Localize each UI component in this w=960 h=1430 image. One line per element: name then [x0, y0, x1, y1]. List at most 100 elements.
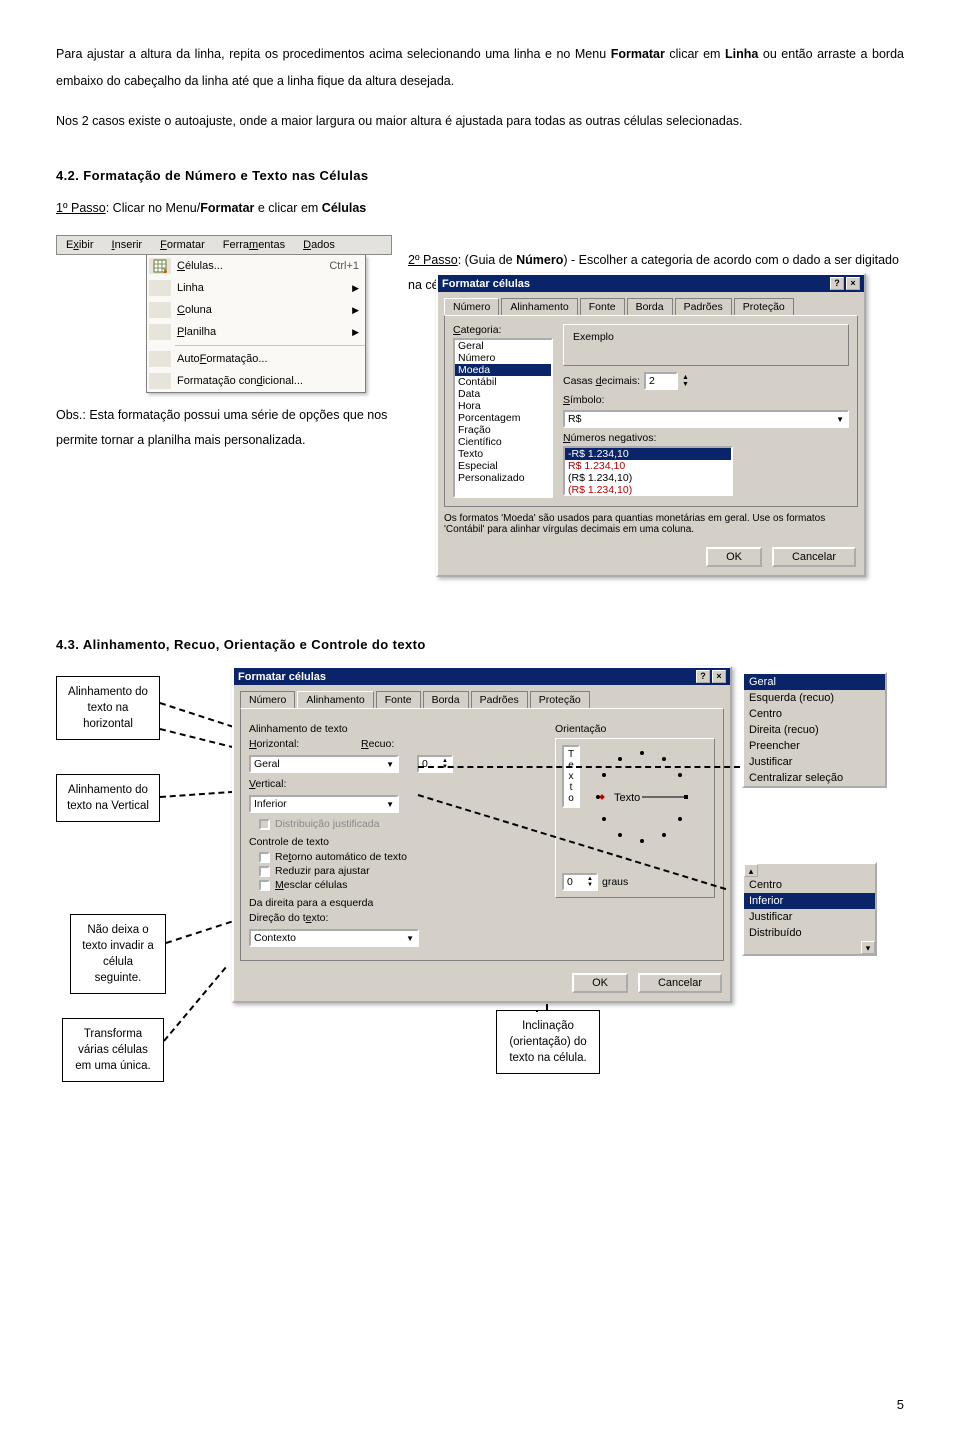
dd-celulas[interactable]: Células... Ctrl+1 [147, 255, 365, 277]
checkbox-distrib [259, 819, 270, 830]
orientation-dial[interactable]: Texto [592, 747, 692, 847]
list-item[interactable]: Científico [455, 436, 551, 448]
blank-icon [149, 280, 171, 296]
tab-fonte[interactable]: Fonte [580, 298, 625, 315]
menu-dados[interactable]: Dados [294, 236, 344, 254]
list-item[interactable]: Hora [455, 400, 551, 412]
dd-shortcut: Ctrl+1 [329, 260, 359, 272]
vertical-select[interactable]: Inferior▼ [249, 795, 399, 813]
list-item[interactable]: Centralizar seleção [744, 770, 885, 786]
tab-numero[interactable]: Número [240, 691, 295, 708]
list-item[interactable]: (R$ 1.234,10) [565, 472, 731, 484]
tab-numero[interactable]: Número [444, 298, 499, 315]
dialog-help-text: Os formatos 'Moeda' são usados para quan… [444, 513, 858, 535]
help-button[interactable]: ? [696, 670, 710, 683]
list-item[interactable]: Texto [455, 448, 551, 460]
close-button[interactable]: × [846, 277, 860, 290]
menu-ferramentas[interactable]: Ferramentas [214, 236, 294, 254]
cancel-button[interactable]: Cancelar [638, 973, 722, 993]
tab-alinhamento[interactable]: Alinhamento [501, 298, 577, 315]
tab-borda[interactable]: Borda [627, 298, 673, 315]
horizontal-options-list[interactable]: Geral Esquerda (recuo) Centro Direita (r… [742, 672, 887, 788]
blank-icon [149, 351, 171, 367]
menu-inserir[interactable]: Inserir [103, 236, 152, 254]
horizontal-select[interactable]: Geral▼ [249, 755, 399, 773]
list-item[interactable]: Esquerda (recuo) [744, 690, 885, 706]
dialog-title: Formatar células [442, 278, 530, 290]
checkbox-merge[interactable] [259, 880, 270, 891]
ok-button[interactable]: OK [706, 547, 762, 567]
ok-button[interactable]: OK [572, 973, 628, 993]
cancel-button[interactable]: Cancelar [772, 547, 856, 567]
recuo-input[interactable]: 0▲▼ [417, 755, 453, 773]
list-item[interactable]: (R$ 1.234,10) [565, 484, 731, 496]
list-item[interactable]: Centro [744, 877, 875, 893]
close-button[interactable]: × [712, 670, 726, 683]
callout-vertical: Alinhamento do texto na Vertical [56, 774, 160, 822]
dd-linha[interactable]: Linha ▶ [147, 277, 365, 299]
spinner-icon[interactable]: ▲▼ [682, 374, 689, 388]
simbolo-select[interactable]: R$▼ [563, 410, 849, 428]
chevron-down-icon: ▼ [386, 800, 394, 809]
tab-protecao[interactable]: Proteção [530, 691, 590, 708]
intro-p1a: Para ajustar a altura da linha, repita o… [56, 47, 611, 61]
checkbox-shrink[interactable] [259, 866, 270, 877]
tab-padroes[interactable]: Padrões [471, 691, 528, 708]
menu-formatar[interactable]: Formatar [151, 236, 214, 254]
casas-input[interactable]: 2 [644, 372, 678, 390]
negatives-list[interactable]: -R$ 1.234,10 R$ 1.234,10 (R$ 1.234,10) (… [563, 446, 733, 496]
dd-autoformat[interactable]: AutoFormatação... [147, 348, 365, 370]
list-item[interactable]: Personalizado [455, 472, 551, 484]
blank-icon [149, 373, 171, 389]
degrees-input[interactable]: 0▲▼ [562, 873, 598, 891]
scroll-down-icon[interactable]: ▾ [861, 941, 875, 954]
intro-p2b: Linha [725, 47, 758, 61]
orientation-control[interactable]: Texto Texto [555, 738, 715, 898]
dd-cond[interactable]: Formatação condicional... [147, 370, 365, 392]
list-item[interactable]: Direita (recuo) [744, 722, 885, 738]
list-item[interactable]: Justificar [744, 754, 885, 770]
orientation-label: Orientação [555, 723, 715, 735]
list-item[interactable]: Geral [744, 674, 885, 690]
vertical-text-icon[interactable]: Texto [562, 745, 580, 808]
list-item[interactable]: Fração [455, 424, 551, 436]
tab-padroes[interactable]: Padrões [675, 298, 732, 315]
step1-d: e clicar em [254, 201, 321, 215]
list-item[interactable]: Especial [455, 460, 551, 472]
vertical-options-list[interactable]: ▴ Centro Inferior Justificar Distribuído… [742, 862, 877, 956]
scroll-up-icon[interactable]: ▴ [744, 864, 758, 877]
dd-coluna[interactable]: Coluna ▶ [147, 299, 365, 321]
tab-alinhamento[interactable]: Alinhamento [297, 691, 373, 708]
blank-icon [149, 302, 171, 318]
direction-label: Direção do texto: [249, 912, 328, 924]
direction-select[interactable]: Contexto▼ [249, 929, 419, 947]
list-item[interactable]: -R$ 1.234,10 [565, 448, 731, 460]
list-item[interactable]: Moeda [455, 364, 551, 376]
tab-borda[interactable]: Borda [423, 691, 469, 708]
category-list[interactable]: Geral Número Moeda Contábil Data Hora Po… [453, 338, 553, 498]
list-item[interactable]: Geral [455, 340, 551, 352]
menu-exibir[interactable]: Exibir [57, 236, 103, 254]
list-item[interactable]: Data [455, 388, 551, 400]
list-item[interactable]: R$ 1.234,10 [565, 460, 731, 472]
spinner-icon[interactable]: ▲▼ [587, 876, 593, 888]
tab-fonte[interactable]: Fonte [376, 691, 421, 708]
spinner-icon[interactable]: ▲▼ [442, 758, 448, 770]
list-item[interactable]: Contábil [455, 376, 551, 388]
list-item[interactable]: Distribuído [744, 925, 875, 941]
help-button[interactable]: ? [830, 277, 844, 290]
list-item[interactable]: Justificar [744, 909, 875, 925]
list-item[interactable]: Preencher [744, 738, 885, 754]
checkbox-wrap[interactable] [259, 852, 270, 863]
list-item[interactable]: Inferior [744, 893, 875, 909]
tab-protecao[interactable]: Proteção [734, 298, 794, 315]
list-item[interactable]: Centro [744, 706, 885, 722]
blank-icon [149, 324, 171, 340]
dd-planilha[interactable]: Planilha ▶ [147, 321, 365, 343]
separator [175, 345, 365, 346]
casas-label: Casas decimais: [563, 375, 640, 387]
intro-p2a: clicar em [669, 47, 725, 61]
list-item[interactable]: Porcentagem [455, 412, 551, 424]
list-item[interactable]: Número [455, 352, 551, 364]
step2-c: Número [516, 253, 563, 267]
